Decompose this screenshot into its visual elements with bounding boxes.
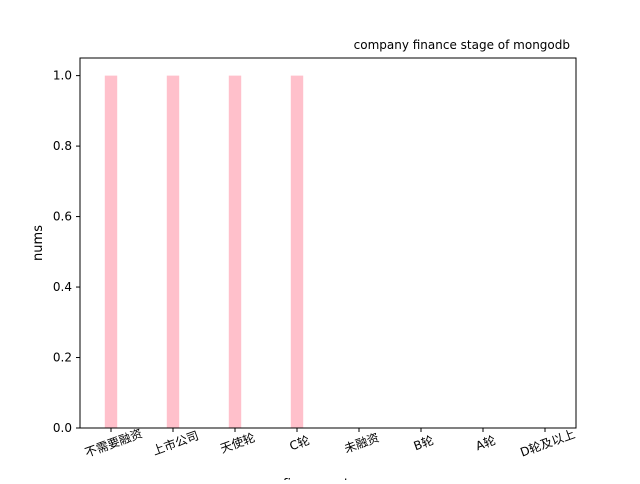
x-tick-label: C轮 xyxy=(288,433,312,453)
bars-layer xyxy=(104,75,304,428)
y-tick-label: 1.0 xyxy=(53,69,72,83)
y-tick-label: 0.2 xyxy=(53,351,72,365)
x-tick-label: A轮 xyxy=(474,433,498,453)
y-tick-label: 0.6 xyxy=(53,210,72,224)
y-axis-label: nums xyxy=(31,225,46,261)
x-tick-label: B轮 xyxy=(412,433,436,453)
y-axis-ticks: 0.0 0.2 0.4 0.6 0.8 1.0 xyxy=(53,69,80,435)
bar-3 xyxy=(290,75,304,428)
y-tick-label: 0.4 xyxy=(53,280,72,294)
bar-0 xyxy=(104,75,118,428)
chart-title: company finance stage of mongodb xyxy=(354,38,570,52)
plot-frame xyxy=(79,57,577,429)
bar-2 xyxy=(228,75,242,428)
bar-1 xyxy=(166,75,180,428)
y-tick-label: 0.0 xyxy=(53,421,72,435)
y-tick-label: 0.8 xyxy=(53,139,72,153)
